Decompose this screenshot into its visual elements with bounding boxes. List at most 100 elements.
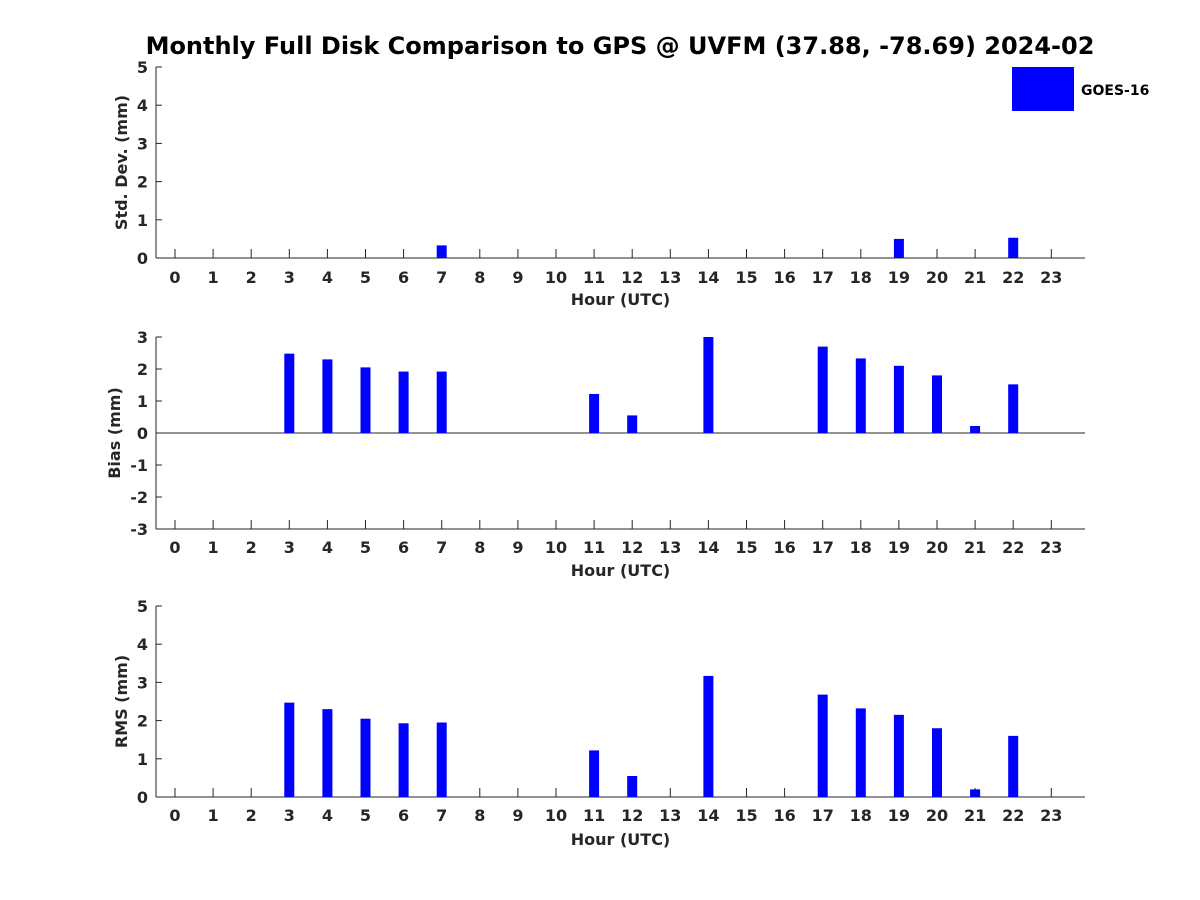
std-xtick-label: 23 — [1040, 268, 1062, 287]
rms-xtick-label: 21 — [964, 806, 986, 825]
bias-xtick-label: 20 — [926, 538, 948, 557]
rms-bar-hour-17 — [817, 694, 828, 797]
bias-ytick-label: 2 — [137, 360, 148, 379]
rms-xtick-label: 20 — [926, 806, 948, 825]
bias-xtick-label: 10 — [545, 538, 567, 557]
std-xtick-label: 9 — [512, 268, 523, 287]
bias-bar-hour-7 — [436, 371, 447, 433]
rms-xtick-label: 14 — [697, 806, 719, 825]
bias-xtick-label: 15 — [735, 538, 757, 557]
bias-xtick-label: 23 — [1040, 538, 1062, 557]
std-ytick-label: 1 — [137, 211, 148, 230]
bias-xtick-label: 2 — [246, 538, 257, 557]
rms-ytick-label: 5 — [137, 597, 148, 616]
std-xtick-label: 3 — [284, 268, 295, 287]
std-xtick-label: 5 — [360, 268, 371, 287]
rms-xtick-label: 19 — [888, 806, 910, 825]
bias-xtick-label: 17 — [812, 538, 834, 557]
rms-bar-hour-4 — [322, 709, 333, 797]
bias-xtick-label: 13 — [659, 538, 681, 557]
bias-xtick-label: 22 — [1002, 538, 1024, 557]
bias-xtick-label: 3 — [284, 538, 295, 557]
chart-title: Monthly Full Disk Comparison to GPS @ UV… — [146, 32, 1095, 60]
std-xtick-label: 21 — [964, 268, 986, 287]
legend: GOES-16 — [1012, 67, 1149, 111]
std-xtick-label: 12 — [621, 268, 643, 287]
bias-ytick-label: 0 — [137, 424, 148, 443]
std-xtick-label: 7 — [436, 268, 447, 287]
rms-bar-hour-20 — [932, 728, 942, 797]
std-xtick-label: 10 — [545, 268, 567, 287]
rms-ytick-label: 2 — [137, 712, 148, 731]
rms-bar-hour-22 — [1008, 735, 1019, 797]
bias-bar-hour-20 — [932, 375, 942, 433]
rms-xtick-label: 6 — [398, 806, 409, 825]
rms-bar-hour-6 — [398, 723, 409, 797]
bias-xtick-label: 4 — [322, 538, 333, 557]
rms-xtick-label: 12 — [621, 806, 643, 825]
legend-label-goes16: GOES-16 — [1081, 83, 1149, 99]
bias-ytick-label: -3 — [130, 520, 148, 539]
rms-xtick-label: 3 — [284, 806, 295, 825]
rms-xtick-label: 15 — [735, 806, 757, 825]
bias-xtick-label: 8 — [474, 538, 485, 557]
bias-xtick-label: 11 — [583, 538, 605, 557]
std-xtick-label: 20 — [926, 268, 948, 287]
rms-xtick-label: 7 — [436, 806, 447, 825]
bias-bar-hour-6 — [398, 371, 409, 433]
std-xtick-label: 4 — [322, 268, 333, 287]
rms-xtick-label: 10 — [545, 806, 567, 825]
rms-bar-hour-3 — [284, 702, 295, 797]
std-ytick-label: 0 — [137, 249, 148, 268]
bias-xtick-label: 16 — [773, 538, 795, 557]
rms-xtick-label: 17 — [812, 806, 834, 825]
bias-xtick-label: 19 — [888, 538, 910, 557]
rms-xtick-label: 0 — [169, 806, 180, 825]
bias-xtick-label: 0 — [169, 538, 180, 557]
std-xtick-label: 6 — [398, 268, 409, 287]
std-y-axis-label: Std. Dev. (mm) — [112, 95, 131, 230]
rms-xtick-label: 5 — [360, 806, 371, 825]
std-ytick-label: 2 — [137, 173, 148, 192]
rms-ytick-label: 4 — [137, 635, 148, 654]
std-ytick-label: 3 — [137, 134, 148, 153]
bias-ytick-label: 1 — [137, 392, 148, 411]
rms-xtick-label: 2 — [246, 806, 257, 825]
rms-xtick-label: 1 — [208, 806, 219, 825]
bias-xtick-label: 18 — [850, 538, 872, 557]
rms-bar-hour-11 — [589, 750, 600, 797]
bias-bar-hour-19 — [893, 365, 904, 433]
std-xtick-label: 16 — [773, 268, 795, 287]
std-xtick-label: 13 — [659, 268, 681, 287]
rms-xtick-label: 16 — [773, 806, 795, 825]
std-ytick-label: 5 — [137, 58, 148, 77]
rms-bar-hour-7 — [436, 722, 447, 797]
bias-bar-hour-5 — [360, 367, 371, 433]
std-xtick-label: 11 — [583, 268, 605, 287]
bias-x-axis-label: Hour (UTC) — [571, 561, 671, 580]
rms-x-axis-label: Hour (UTC) — [571, 830, 671, 849]
std-xtick-label: 0 — [169, 268, 180, 287]
std-xtick-label: 1 — [208, 268, 219, 287]
rms-bar-hour-5 — [360, 718, 371, 797]
std-xtick-label: 15 — [735, 268, 757, 287]
bias-xtick-label: 21 — [964, 538, 986, 557]
rms-xtick-label: 8 — [474, 806, 485, 825]
bias-xtick-label: 7 — [436, 538, 447, 557]
bias-bar-hour-4 — [322, 359, 333, 433]
rms-bar-hour-18 — [855, 708, 866, 797]
bias-ytick-label: 3 — [137, 328, 148, 347]
std-xtick-label: 14 — [697, 268, 719, 287]
rms-bar-hour-12 — [627, 775, 638, 797]
rms-ytick-label: 3 — [137, 673, 148, 692]
rms-y-axis-label: RMS (mm) — [112, 655, 131, 748]
std-xtick-label: 19 — [888, 268, 910, 287]
std-xtick-label: 2 — [246, 268, 257, 287]
bias-ytick-label: -2 — [130, 488, 148, 507]
bias-bar-hour-12 — [627, 415, 638, 433]
rms-bar-hour-21 — [970, 789, 981, 797]
rms-ytick-label: 1 — [137, 750, 148, 769]
